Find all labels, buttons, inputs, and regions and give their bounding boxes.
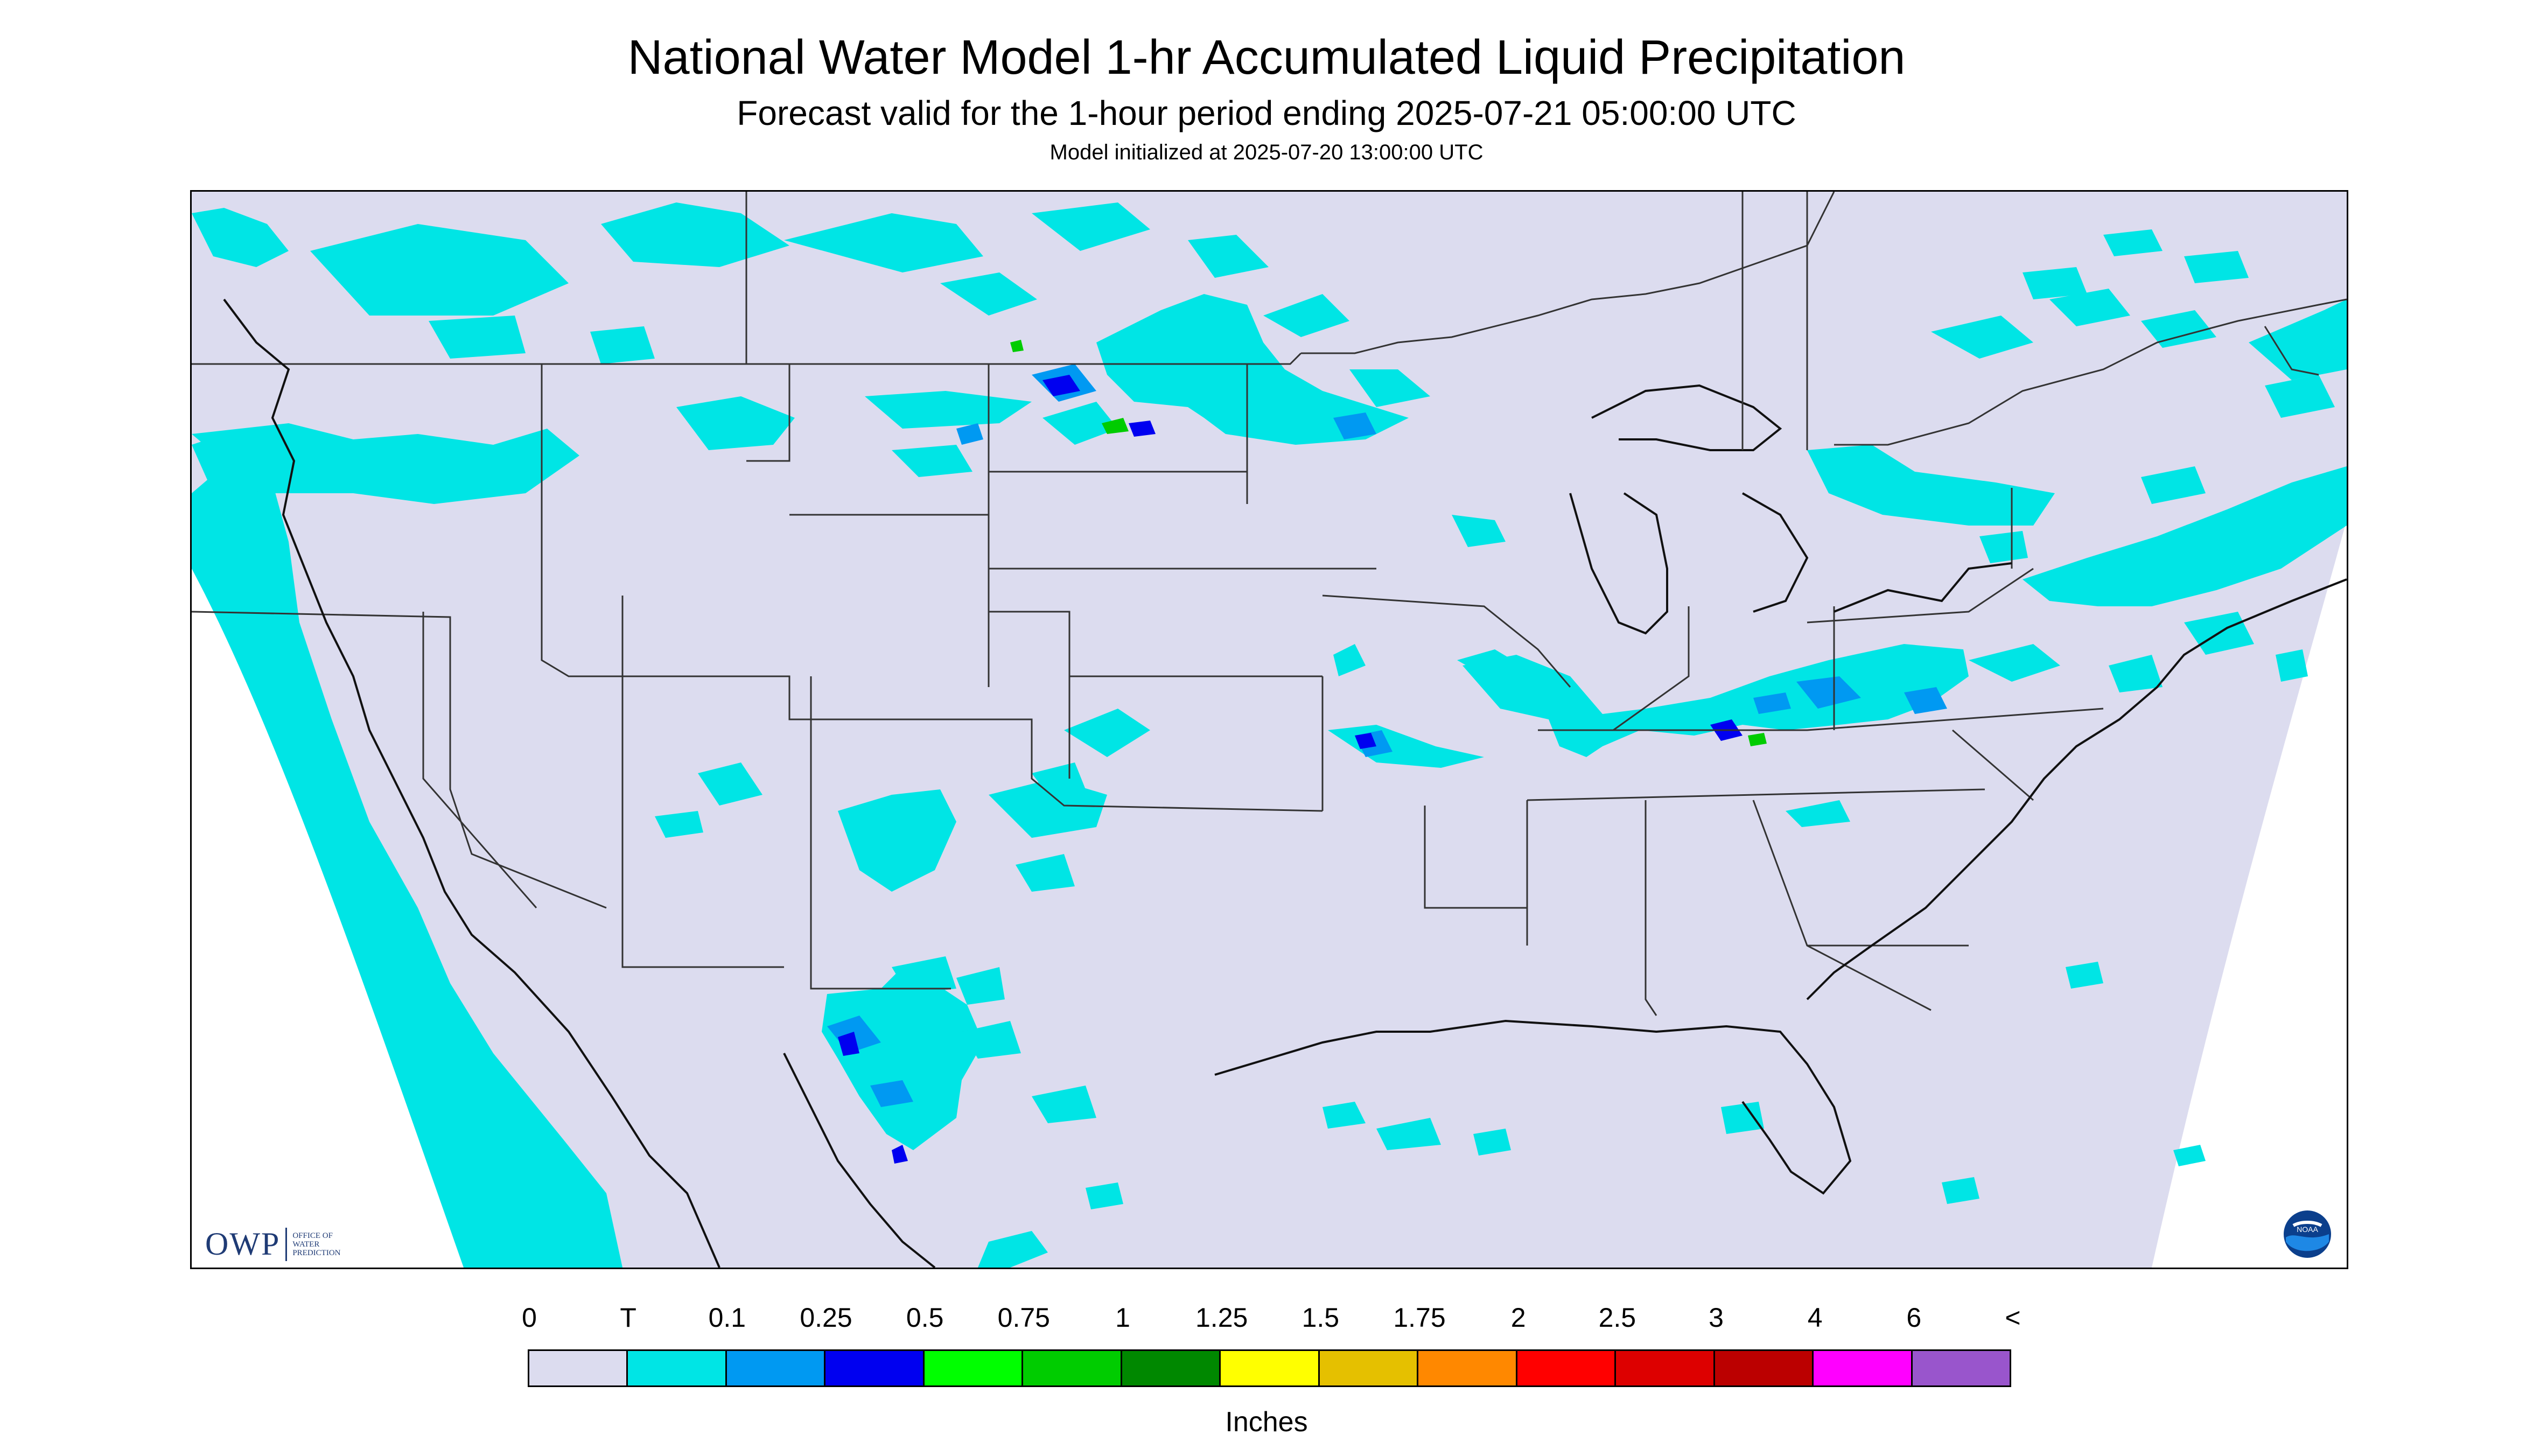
- legend-label: 2: [1510, 1303, 1526, 1333]
- country-boundaries: [1301, 192, 2347, 450]
- legend-swatch: [924, 1351, 1024, 1385]
- legend-swatch: [529, 1351, 628, 1385]
- legend-swatch: [1122, 1351, 1221, 1385]
- legend-label: 0.5: [906, 1303, 944, 1333]
- legend-swatch: [726, 1351, 826, 1385]
- coastlines: [223, 298, 2347, 1268]
- heavy-precip-areas: [1010, 340, 1767, 746]
- model-init-time: Model initialized at 2025-07-20 13:00:00…: [1049, 141, 1484, 164]
- legend-label: T: [620, 1303, 636, 1333]
- legend-label: <: [2005, 1303, 2021, 1333]
- map-subtitle: Forecast valid for the 1-hour period end…: [737, 94, 1796, 132]
- moderate-precip-areas: [838, 375, 1743, 1164]
- legend-label: 0.1: [708, 1303, 746, 1333]
- legend-swatch: [1023, 1351, 1122, 1385]
- legend-swatch: [1319, 1351, 1419, 1385]
- state-boundaries: [192, 192, 2104, 1016]
- legend-label: 4: [1807, 1303, 1823, 1333]
- map-title: National Water Model 1-hr Accumulated Li…: [627, 31, 1906, 85]
- legend-swatch: [825, 1351, 925, 1385]
- legend-swatch: [1221, 1351, 1320, 1385]
- precipitation-map: OWP OFFICE OF WATER PREDICTION NOAA: [190, 190, 2348, 1269]
- legend-label: 0: [522, 1303, 537, 1333]
- legend-label: 3: [1709, 1303, 1724, 1333]
- legend-swatch: [1616, 1351, 1715, 1385]
- legend-swatch: [1517, 1351, 1617, 1385]
- legend-color-bar: [528, 1349, 2011, 1387]
- pacific-precip-band: [192, 461, 622, 1268]
- svg-text:NOAA: NOAA: [2297, 1225, 2318, 1234]
- legend-label: 1.75: [1393, 1303, 1446, 1333]
- legend-label: 1.25: [1195, 1303, 1248, 1333]
- noaa-logo: NOAA: [2283, 1209, 2332, 1259]
- legend-label: 1: [1115, 1303, 1130, 1333]
- legend-swatch: [1715, 1351, 1814, 1385]
- legend-label: 2.5: [1598, 1303, 1636, 1333]
- legend-units: Inches: [1225, 1406, 1308, 1438]
- legend-label: 1.5: [1302, 1303, 1340, 1333]
- legend-labels: 0 T 0.1 0.25 0.5 0.75 1 1.25 1.5 1.75 2 2.5 3 4 6 <: [522, 1302, 2021, 1334]
- legend-label: 6: [1906, 1303, 1922, 1333]
- legend-swatch: [1814, 1351, 1913, 1385]
- legend-swatch: [1418, 1351, 1517, 1385]
- legend-label: 0.75: [997, 1303, 1050, 1333]
- legend-label: 0.25: [800, 1303, 852, 1333]
- legend-swatch: [1912, 1351, 2010, 1385]
- owp-logo: OWP OFFICE OF WATER PREDICTION: [205, 1226, 341, 1262]
- legend-swatch: [628, 1351, 727, 1385]
